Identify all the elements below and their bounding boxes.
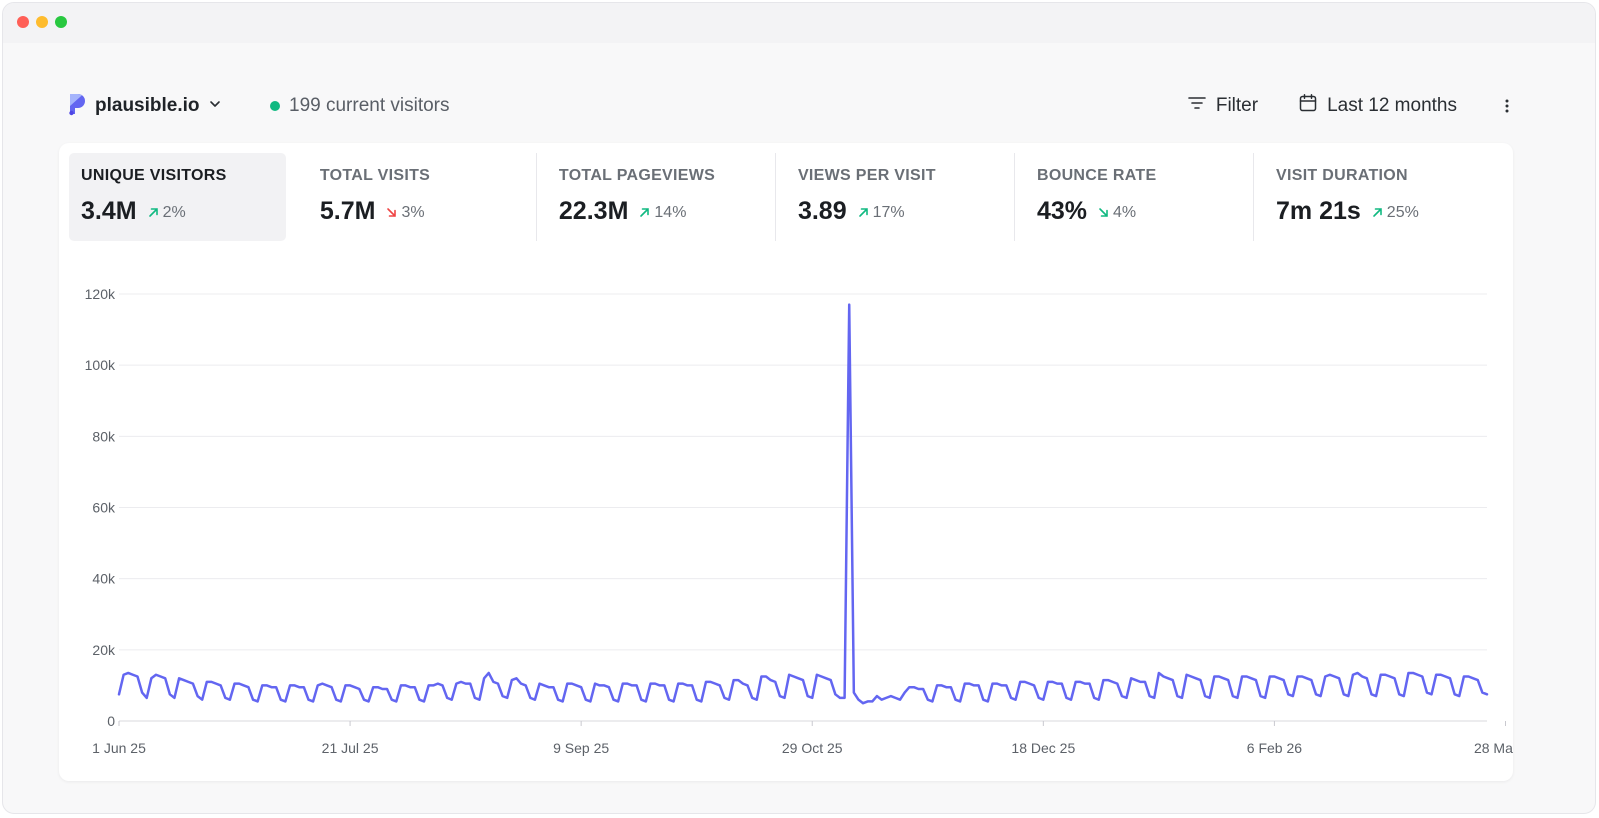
x-tick-label: 9 Sep 25 [553, 740, 609, 756]
metric-change-value: 3% [401, 203, 425, 221]
metric-label: UNIQUE VISITORS [81, 167, 227, 184]
plausible-logo-icon [67, 92, 87, 121]
metric-change: 2% [147, 204, 186, 222]
x-tick-label: 29 Oct 25 [782, 740, 843, 756]
metric-change-value: 25% [1386, 203, 1419, 221]
x-tick-label: 18 Dec 25 [1011, 740, 1075, 756]
metric-total-visits[interactable]: TOTAL VISITS 5.7M 3% [308, 153, 547, 241]
filter-button[interactable]: Filter [1187, 94, 1258, 118]
metric-bounce-rate[interactable]: BOUNCE RATE 43% 4% [1013, 153, 1264, 241]
toolbar: Filter Last 12 months [1187, 91, 1515, 121]
metric-value: 3.4M [81, 197, 137, 225]
metric-change-value: 17% [872, 203, 905, 221]
x-tick-label: 6 Feb 26 [1247, 740, 1302, 756]
metric-change: 14% [638, 204, 686, 222]
dashboard-topbar: plausible.io 199 current visitors Filter… [67, 91, 1515, 121]
metric-label: BOUNCE RATE [1036, 167, 1157, 184]
arrow-up-right-icon [640, 208, 650, 217]
metric-unique-visitors[interactable]: UNIQUE VISITORS 3.4M 2% [69, 153, 286, 241]
metric-value: 7m 21s [1276, 197, 1361, 225]
metric-change-value: 14% [654, 203, 687, 221]
metric-label: VIEWS PER VISIT [797, 167, 936, 184]
metric-change-value: 2% [162, 203, 186, 221]
minimize-window-button[interactable] [36, 16, 48, 28]
y-tick-label: 60k [92, 500, 116, 516]
arrow-down-right-icon [387, 208, 397, 217]
y-tick-label: 120k [85, 286, 116, 302]
x-tick-label: 21 Jul 25 [322, 740, 379, 756]
arrow-up-right-icon [1372, 208, 1382, 217]
metric-value: 5.7M [319, 197, 376, 225]
metric-change: 25% [1371, 204, 1419, 222]
metric-change: 17% [857, 204, 905, 222]
metric-visit-duration[interactable]: VISIT DURATION 7m 21s 25% [1252, 153, 1503, 241]
metric-change: 4% [1097, 204, 1136, 222]
metric-value: 22.3M [558, 197, 629, 225]
period-label: Last 12 months [1327, 95, 1457, 116]
metric-label: TOTAL VISITS [319, 167, 431, 184]
x-tick-label: 1 Jun 25 [92, 740, 146, 756]
metric-total-pageviews[interactable]: TOTAL PAGEVIEWS 22.3M 14% [535, 153, 786, 241]
x-tick-label: 28 Mar 26 [1474, 740, 1513, 756]
live-status-dot [270, 101, 280, 111]
visitors-line-chart[interactable]: 0 20k 40k 60k 80k 100k 120k 1 Jun 25 21 Jul 25 9 … [59, 143, 1513, 781]
chevron-down-icon [208, 97, 222, 116]
site-switcher[interactable]: plausible.io [67, 91, 222, 121]
top-stats: UNIQUE VISITORS 3.4M 2% TOTAL VISITS 5.7… [69, 153, 1503, 241]
main-graph-card: UNIQUE VISITORS 3.4M 2% TOTAL VISITS 5.7… [59, 143, 1513, 781]
more-options-icon[interactable] [1499, 94, 1515, 118]
window-titlebar [3, 3, 1595, 43]
metric-value: 43% [1036, 197, 1088, 225]
metric-views-per-visit[interactable]: VIEWS PER VISIT 3.89 17% [774, 153, 1025, 241]
y-tick-label: 0 [107, 713, 115, 729]
metric-change-value: 4% [1113, 203, 1137, 221]
y-tick-label: 100k [85, 357, 116, 373]
metric-value: 3.89 [797, 197, 847, 225]
filter-icon [1187, 94, 1207, 118]
close-window-button[interactable] [17, 16, 29, 28]
arrow-up-right-icon [148, 208, 158, 217]
y-tick-label: 80k [92, 428, 116, 444]
current-visitors-label: 199 current visitors [289, 95, 450, 116]
calendar-icon [1298, 93, 1318, 119]
filter-label: Filter [1215, 95, 1259, 116]
maximize-window-button[interactable] [55, 16, 67, 28]
metric-label: TOTAL PAGEVIEWS [558, 167, 716, 184]
metric-label: VISIT DURATION [1276, 167, 1408, 184]
y-tick-label: 20k [92, 642, 116, 658]
period-picker[interactable]: Last 12 months [1298, 93, 1457, 119]
y-tick-label: 40k [92, 571, 116, 587]
site-name: plausible.io [95, 95, 200, 116]
series-line-unique-visitors [117, 303, 1489, 705]
arrow-down-right-icon [1099, 208, 1108, 217]
current-visitors[interactable]: 199 current visitors [270, 91, 450, 121]
arrow-up-right-icon [858, 208, 868, 217]
metric-change: 3% [385, 203, 425, 222]
